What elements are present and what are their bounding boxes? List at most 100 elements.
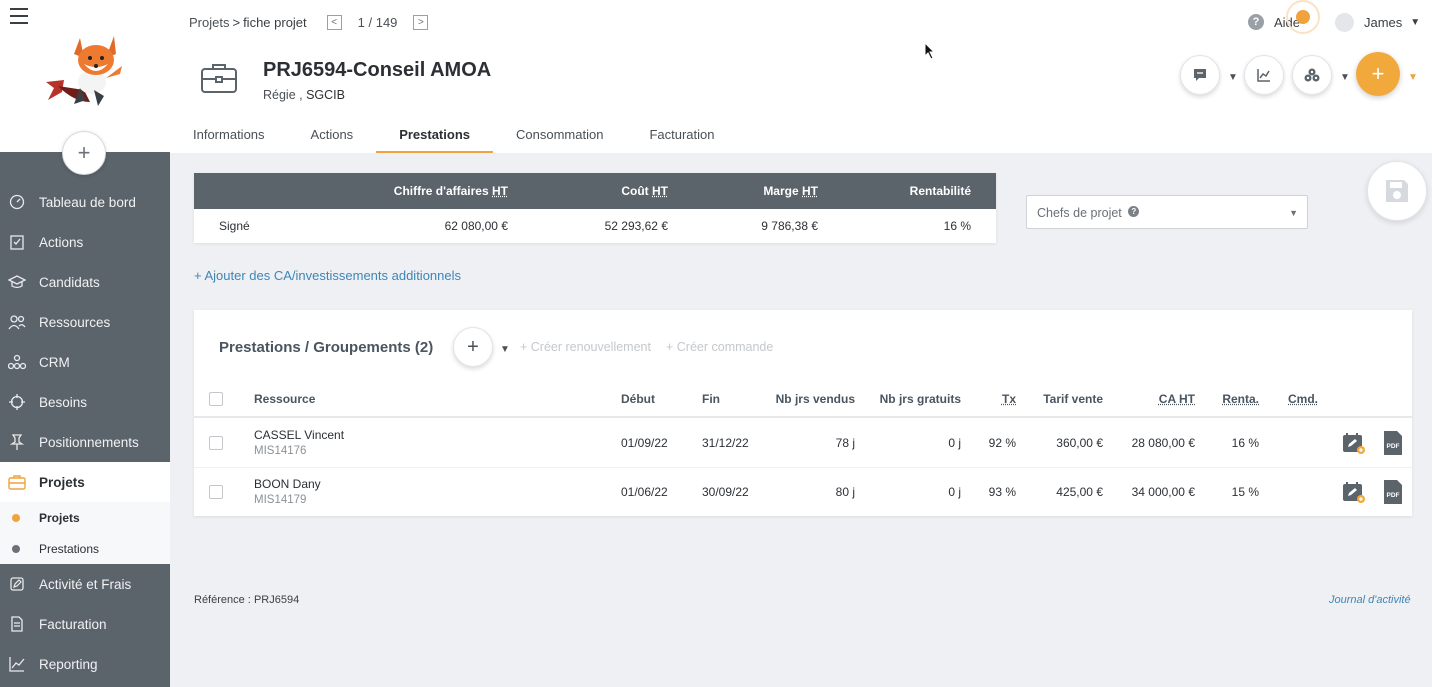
ressource-cell[interactable]: CASSEL Vincent MIS14176	[254, 418, 344, 467]
create-order-link[interactable]: + Créer commande	[666, 340, 774, 354]
col-renta[interactable]: Renta.	[1222, 392, 1259, 406]
chefs-de-projet-select[interactable]: Chefs de projet ? ▼	[1026, 195, 1308, 229]
col-debut[interactable]: Début	[621, 392, 655, 406]
tx-cell: 93 %	[988, 485, 1016, 499]
chevron-down-icon[interactable]: ▼	[1228, 72, 1238, 83]
col-nb-jrs-vendus[interactable]: Nb jrs vendus	[775, 392, 855, 406]
pdf-file-icon: PDF	[1384, 480, 1402, 504]
sidebar-subitem-label: Projets	[39, 510, 80, 525]
sidebar-item-candidats[interactable]: Candidats	[0, 262, 170, 302]
sidebar-item-facturation[interactable]: Facturation	[0, 604, 170, 644]
sidebar-item-label: Candidats	[39, 274, 100, 290]
schedule-edit-button[interactable]	[1342, 418, 1366, 467]
pdf-label: PDF	[1387, 443, 1400, 450]
project-tabs: Informations Actions Prestations Consomm…	[170, 118, 737, 153]
sidebar-subitem-prestations[interactable]: Prestations	[0, 533, 170, 564]
pdf-button[interactable]: PDF	[1383, 468, 1403, 516]
sidebar-item-label: Reporting	[39, 656, 98, 672]
summary-rentabilite-value: 16 %	[943, 219, 971, 233]
breadcrumb-projets-link[interactable]: Projets	[189, 15, 230, 30]
col-nb-jrs-gratuits[interactable]: Nb jrs gratuits	[879, 392, 961, 406]
sidebar-item-crm[interactable]: CRM	[0, 342, 170, 382]
stats-button[interactable]	[1244, 55, 1284, 95]
chevron-down-icon[interactable]: ▼	[500, 344, 510, 355]
tab-consommation[interactable]: Consommation	[516, 127, 604, 142]
sidebar-item-positionnements[interactable]: Positionnements	[0, 422, 170, 462]
summary-ca-value: 62 080,00 €	[444, 219, 508, 233]
sidebar-item-actions[interactable]: Actions	[0, 222, 170, 262]
create-renewal-link[interactable]: + Créer renouvellement	[520, 340, 651, 354]
sidebar-item-label: Positionnements	[39, 434, 139, 450]
tab-facturation[interactable]: Facturation	[649, 127, 715, 142]
quick-add-button[interactable]: +	[62, 131, 106, 175]
briefcase-icon	[8, 473, 26, 491]
help-icon: ?	[1128, 206, 1140, 217]
sidebar-item-projets[interactable]: Projets	[0, 462, 170, 502]
row-checkbox[interactable]	[209, 468, 223, 516]
breadcrumb: Projets > fiche projet < 1 / 149 >	[189, 15, 429, 30]
sidebar-item-besoins[interactable]: Besoins	[0, 382, 170, 422]
project-client[interactable]: SGCIB	[306, 88, 345, 102]
mouse-pointer-icon	[924, 42, 936, 60]
ressource-name: BOON Dany	[254, 477, 321, 491]
row-checkbox[interactable]	[209, 418, 223, 467]
reference-label: Référence :	[194, 594, 251, 606]
sidebar-brand	[0, 0, 170, 152]
schedule-edit-button[interactable]	[1342, 468, 1366, 516]
tools-button[interactable]	[1292, 55, 1332, 95]
add-additional-revenue-link[interactable]: + Ajouter des CA/investissements additio…	[194, 268, 462, 283]
record-pager: < 1 / 149 >	[326, 15, 429, 30]
tarif-cell: 425,00 €	[1056, 485, 1103, 499]
save-button[interactable]	[1367, 161, 1427, 221]
sidebar-item-activite-et-frais[interactable]: Activité et Frais	[0, 564, 170, 604]
gauge-icon	[8, 193, 26, 211]
sidebar-item-ressources[interactable]: Ressources	[0, 302, 170, 342]
tab-prestations[interactable]: Prestations	[376, 118, 493, 153]
sidebar-item-label: Actions	[39, 234, 84, 250]
hamburger-menu-icon[interactable]	[10, 8, 28, 24]
fox-mascot-logo	[46, 36, 122, 106]
tab-informations[interactable]: Informations	[193, 127, 265, 142]
tarif-cell: 360,00 €	[1056, 435, 1103, 450]
sidebar-nav: Tableau de bord Actions Candidats Ressou…	[0, 182, 170, 684]
tx-cell: 92 %	[988, 435, 1016, 450]
sidebar-item-label: Activité et Frais	[39, 576, 132, 592]
ressource-cell[interactable]: BOON Dany MIS14179	[254, 468, 321, 516]
create-button[interactable]: +	[1356, 52, 1400, 96]
chevron-down-icon: ▼	[1289, 208, 1298, 218]
pager-prev-button[interactable]: <	[326, 15, 342, 30]
sidebar-item-label: CRM	[39, 354, 70, 370]
table-row[interactable]: BOON Dany MIS14179 01/06/22 30/09/22 80 j…	[194, 467, 1412, 516]
pdf-button[interactable]: PDF	[1383, 418, 1403, 467]
col-tx[interactable]: Tx	[1001, 392, 1016, 406]
sidebar-item-tableau-de-bord[interactable]: Tableau de bord	[0, 182, 170, 222]
pager-next-button[interactable]: >	[413, 15, 429, 30]
col-cmd[interactable]: Cmd.	[1288, 392, 1318, 406]
tab-actions[interactable]: Actions	[310, 127, 354, 142]
add-prestation-button[interactable]: +	[453, 327, 493, 367]
reference-value: PRJ6594	[253, 594, 300, 606]
chevron-down-icon[interactable]: ▼	[1408, 72, 1418, 83]
user-menu[interactable]: James ▼	[1335, 13, 1420, 32]
table-row[interactable]: CASSEL Vincent MIS14176 01/09/22 31/12/22…	[194, 418, 1412, 467]
summary-header-cout: Coût HT	[621, 184, 668, 198]
vendus-cell: 78 j	[835, 435, 855, 450]
breadcrumb-current: fiche projet	[243, 15, 307, 30]
col-ressource[interactable]: Ressource	[254, 392, 316, 406]
sidebar-item-reporting[interactable]: Reporting	[0, 644, 170, 684]
comment-button[interactable]	[1180, 55, 1220, 95]
col-ca-ht[interactable]: CA HT	[1158, 392, 1195, 406]
floppy-disk-icon	[1386, 180, 1408, 202]
project-reference: Référence : PRJ6594	[194, 594, 299, 606]
col-fin[interactable]: Fin	[702, 392, 720, 406]
select-all-checkbox[interactable]	[209, 382, 223, 416]
summary-header-rentabilite: Rentabilité	[909, 184, 971, 198]
notification-indicator-icon[interactable]	[1286, 0, 1320, 34]
activity-journal-link[interactable]: Journal d'activité	[1329, 594, 1411, 606]
financial-summary-table: Chiffre d'affaires HT Coût HT Marge HT R…	[194, 173, 996, 243]
col-tarif-vente[interactable]: Tarif vente	[1043, 392, 1103, 406]
renta-cell: 16 %	[1231, 435, 1259, 450]
sidebar-item-label: Besoins	[39, 394, 88, 410]
sidebar-subitem-projets[interactable]: Projets	[0, 502, 170, 533]
chevron-down-icon[interactable]: ▼	[1340, 72, 1350, 83]
